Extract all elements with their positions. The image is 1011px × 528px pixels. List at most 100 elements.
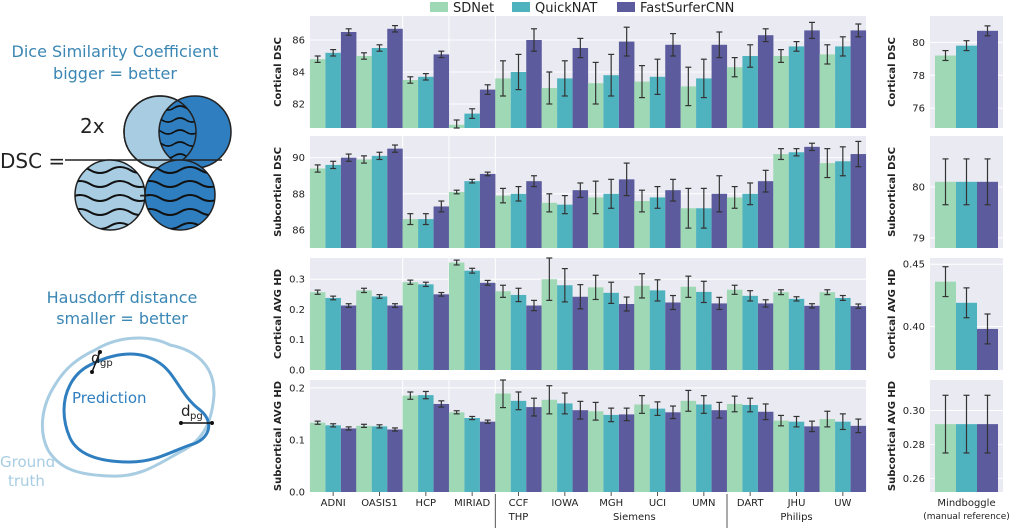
hausdorff-title: Hausdorff distance xyxy=(47,288,198,307)
bar-sdnet-umn xyxy=(680,86,697,128)
bar-fastsurfercnn-oasis1 xyxy=(387,305,403,370)
ref-bar-fastsurfercnn xyxy=(977,424,998,492)
bar-sdnet-ccf xyxy=(495,195,511,248)
bar-sdnet-dart xyxy=(726,197,743,248)
row-subcortical-dsc: 86 88 90 79 80 Subcortical DSC Subcortical DSC xyxy=(273,136,1003,248)
ref-y-tick-label: 78 xyxy=(912,71,925,82)
dice-subtitle: bigger = better xyxy=(53,64,177,83)
bar-fastsurfercnn-uci xyxy=(665,302,681,370)
bar-quicknat-uci xyxy=(649,76,666,128)
ref-bar-fastsurfercnn xyxy=(977,30,998,128)
bar-quicknat-adni xyxy=(325,164,341,248)
ref-y-axis-label: Cortical DSC xyxy=(887,37,898,107)
ref-bar-sdnet xyxy=(935,55,956,128)
bar-sdnet-miriad xyxy=(448,192,465,248)
bar-quicknat-mgh xyxy=(603,414,619,492)
x-tick-label-oasis1: OASIS1 xyxy=(361,498,398,509)
bar-quicknat-uci xyxy=(649,197,666,248)
ref-y-tick-label: 0.30 xyxy=(903,406,925,417)
bar-sdnet-uw xyxy=(819,292,836,370)
ref-bar-quicknat xyxy=(956,424,977,492)
bar-fastsurfercnn-miriad xyxy=(479,421,496,492)
bar-quicknat-dart xyxy=(742,295,758,370)
x-tick-label-iowa: IOWA xyxy=(551,498,578,509)
bar-sdnet-iowa xyxy=(541,279,558,370)
x-tick-label-jhu: JHU xyxy=(787,498,806,509)
x-tick-label-dart: DART xyxy=(737,498,765,509)
bar-fastsurfercnn-hcp xyxy=(433,403,450,492)
y-tick-label: 0.0 xyxy=(289,366,305,377)
bar-quicknat-umn xyxy=(696,78,712,128)
bar-fastsurfercnn-umn xyxy=(711,193,728,248)
ref-bar-sdnet xyxy=(935,424,956,492)
bar-sdnet-hcp xyxy=(402,282,419,370)
y-axis-label: Subcortical DSC xyxy=(273,147,284,237)
bar-sdnet-oasis1 xyxy=(356,290,372,370)
bar-quicknat-ccf xyxy=(510,400,527,492)
bar-quicknat-oasis1 xyxy=(371,296,388,370)
metric-illustration: Dice Similarity Coefficient bigger = bet… xyxy=(0,42,232,490)
y-tick-label: 0.2 xyxy=(289,305,305,316)
bar-fastsurfercnn-ccf xyxy=(526,40,542,128)
y-tick-label: 82 xyxy=(292,100,305,111)
bar-fastsurfercnn-uw xyxy=(850,306,867,370)
bar-fastsurfercnn-oasis1 xyxy=(387,148,403,248)
bar-quicknat-dart xyxy=(742,405,758,492)
bar-sdnet-adni xyxy=(309,59,326,129)
bar-sdnet-mgh xyxy=(587,197,604,248)
bar-quicknat-uw xyxy=(835,161,851,248)
bar-sdnet-umn xyxy=(680,400,697,492)
y-tick-label: 86 xyxy=(292,36,305,47)
bar-fastsurfercnn-hcp xyxy=(433,54,450,128)
bar-sdnet-adni xyxy=(309,422,326,492)
ref-bar-sdnet xyxy=(935,281,956,370)
ref-bar-sdnet xyxy=(935,181,956,248)
dpg-subscript: pg xyxy=(190,411,203,422)
bar-fastsurfercnn-uci xyxy=(665,44,681,128)
bar-quicknat-iowa xyxy=(557,285,573,370)
bar-quicknat-oasis1 xyxy=(371,48,388,128)
ref-y-tick-label: 0.28 xyxy=(903,440,925,451)
ref-y-tick-label: 0.26 xyxy=(903,474,925,485)
reference-note: (manual reference) xyxy=(923,512,1010,522)
row-cortical-dsc: 82 84 86 76 78 80 Cortical DSC Cortical DSC xyxy=(273,16,1003,129)
bar-sdnet-uw xyxy=(819,54,836,128)
bar-quicknat-iowa xyxy=(557,403,573,492)
x-tick-label-uw: UW xyxy=(834,498,851,509)
y-tick-label: 0.3 xyxy=(289,275,305,286)
dpg-label: d xyxy=(181,402,191,420)
vendor-label-thp: THP xyxy=(508,512,529,523)
bar-fastsurfercnn-hcp xyxy=(433,206,450,248)
bar-quicknat-miriad xyxy=(464,270,480,370)
bar-quicknat-uw xyxy=(835,297,851,370)
bar-sdnet-iowa xyxy=(541,88,558,128)
bar-quicknat-ccf xyxy=(510,72,527,128)
bar-fastsurfercnn-miriad xyxy=(479,173,496,248)
x-tick-label-adni: ADNI xyxy=(321,498,346,509)
y-tick-label: 84 xyxy=(292,68,305,79)
bar-sdnet-miriad xyxy=(448,262,465,370)
bar-sdnet-uw xyxy=(819,163,836,248)
y-tick-label: 88 xyxy=(292,189,305,200)
bar-fastsurfercnn-dart xyxy=(757,181,774,248)
bar-sdnet-mgh xyxy=(587,83,604,128)
bar-quicknat-dart xyxy=(742,56,758,128)
ref-bar-fastsurfercnn xyxy=(977,181,998,248)
hausdorff-subtitle: smaller = better xyxy=(56,309,188,328)
bar-quicknat-jhu xyxy=(788,152,805,248)
dgp-label: d xyxy=(91,349,101,367)
ref-bar-fastsurfercnn xyxy=(977,328,998,370)
bar-quicknat-uw xyxy=(835,46,851,128)
bar-sdnet-dart xyxy=(726,403,743,492)
bar-fastsurfercnn-jhu xyxy=(804,426,820,492)
bar-fastsurfercnn-hcp xyxy=(433,294,450,370)
y-axis-label: Cortical AVG HD xyxy=(273,269,284,359)
prediction-contour xyxy=(62,352,211,464)
bar-sdnet-adni xyxy=(309,292,326,370)
ref-bar-quicknat xyxy=(956,302,977,370)
legend: SDNet QuickNAT FastSurferCNN xyxy=(430,1,734,16)
bar-sdnet-uci xyxy=(634,404,650,492)
truth-label: truth xyxy=(8,472,45,490)
bar-quicknat-dart xyxy=(742,193,758,248)
